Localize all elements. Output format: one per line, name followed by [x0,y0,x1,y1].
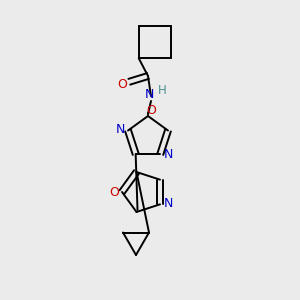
Text: N: N [115,123,125,136]
Text: O: O [109,185,119,199]
Text: N: N [164,148,173,161]
Text: O: O [146,103,156,116]
Text: O: O [117,77,127,91]
Text: N: N [163,197,173,210]
Text: H: H [158,85,166,98]
Text: N: N [144,88,154,101]
